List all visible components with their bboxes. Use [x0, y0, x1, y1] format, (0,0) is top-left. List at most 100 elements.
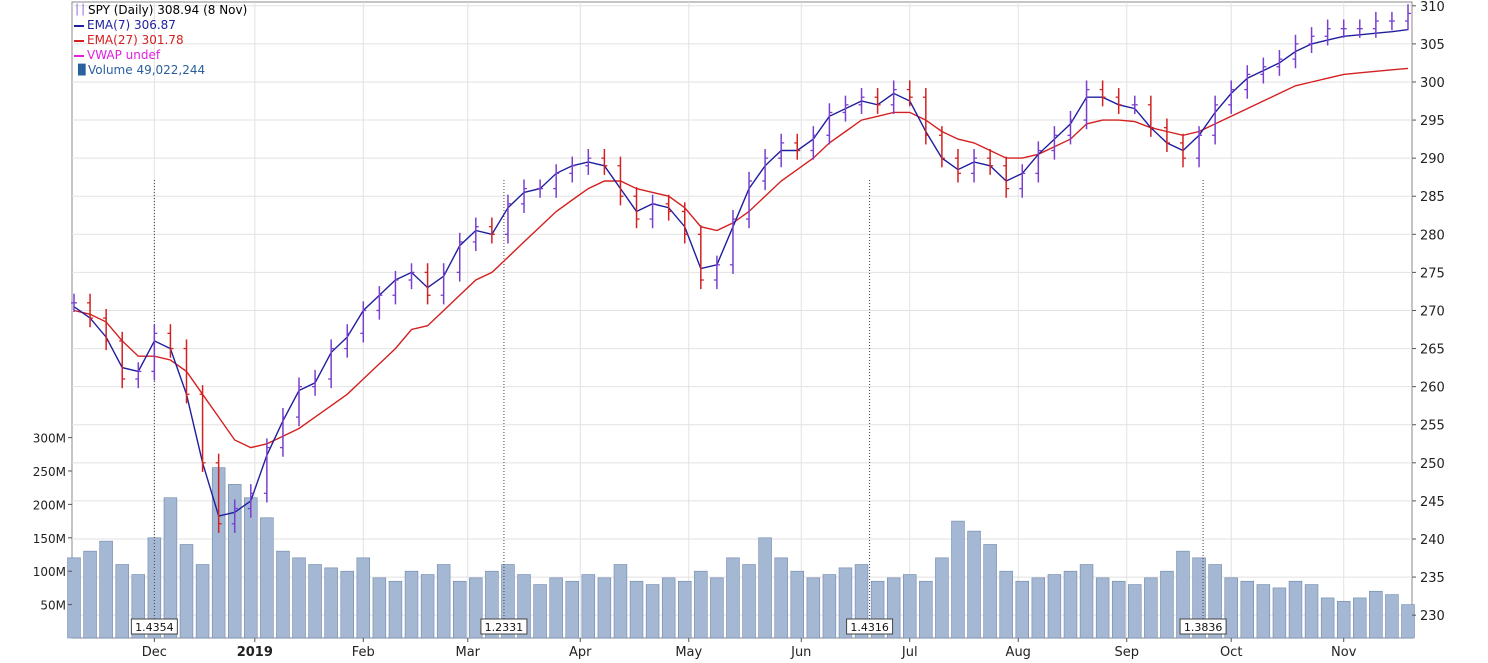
volume-bar [806, 577, 821, 639]
price-bars [71, 4, 1411, 533]
price-tick-label: 230 [1420, 609, 1445, 624]
volume-bar [629, 580, 644, 639]
volume-bar [694, 570, 708, 639]
volume-bar [404, 570, 419, 639]
volume-bar [613, 564, 628, 639]
volume-bar [388, 580, 403, 639]
marker-label: 1.2331 [485, 621, 524, 634]
time-tick-label: 2019 [237, 645, 273, 660]
price-tick-label: 280 [1420, 228, 1445, 243]
legend: ││ SPY (Daily) 308.94 (8 Nov) EMA(7) 306… [74, 3, 247, 78]
volume-bar [951, 520, 965, 639]
volume-bar [597, 577, 612, 639]
volume-bar [774, 557, 788, 639]
marker-label: 1.3836 [1184, 621, 1223, 634]
volume-bar [227, 484, 242, 639]
volume-bar [1224, 577, 1238, 639]
legend-title: ││ SPY (Daily) 308.94 (8 Nov) [74, 3, 247, 18]
volume-bar [1047, 574, 1062, 639]
volume-bar [645, 584, 660, 639]
time-tick-label: Aug [1006, 645, 1031, 660]
volume-tick-label: 150M [33, 532, 66, 546]
volume-bar [1240, 580, 1255, 639]
volume-bar [1063, 570, 1078, 639]
volume-bar [710, 577, 724, 639]
volume-bar [935, 557, 949, 639]
volume-tick-label: 100M [33, 565, 66, 579]
volume-bar [244, 497, 258, 639]
legend-ema7: EMA(7) 306.87 [74, 18, 247, 33]
marker-box [130, 618, 178, 635]
volume-bar [1353, 597, 1367, 639]
marker-box [846, 618, 894, 635]
volume-bar [1160, 570, 1174, 639]
volume-bar [163, 497, 178, 639]
marker-box [1179, 618, 1227, 635]
volume-bar [1272, 587, 1287, 639]
volume-bar [83, 550, 97, 639]
interval-markers: 1.4354 1.2331 1.4316 1.3836 [130, 180, 1227, 635]
volume-tick-label: 50M [40, 599, 66, 613]
legend-ema7-text: EMA(7) 306.87 [87, 18, 176, 32]
time-tick-label: Oct [1220, 645, 1242, 660]
price-tick-label: 265 [1420, 343, 1445, 358]
volume-bar [1144, 577, 1158, 639]
volume-bar [678, 580, 692, 639]
volume-bar [999, 570, 1013, 639]
ema27-path [73, 67, 1409, 449]
price-tick-label: 290 [1420, 152, 1445, 167]
volume-bar [372, 577, 387, 639]
price-tick-label: 240 [1420, 533, 1445, 548]
legend-vwap: VWAP undef [74, 48, 247, 63]
volume-bar [1401, 604, 1415, 639]
volume-bar [260, 517, 274, 639]
volume-tick-label: 200M [33, 498, 66, 512]
volume-bar [581, 574, 596, 639]
volume-bar [356, 557, 371, 639]
time-tick-label: Apr [569, 645, 592, 660]
volume-bar [453, 580, 467, 639]
volume-bar [726, 557, 740, 639]
volume-bar [292, 557, 306, 639]
ema27-line [73, 67, 1409, 449]
price-tick-label: 250 [1420, 457, 1445, 472]
plot-border [71, 1, 1413, 639]
volume-bar [919, 580, 933, 639]
legend-ema27: EMA(27) 301.78 [74, 33, 247, 48]
legend-vwap-text: VWAP undef [87, 48, 161, 62]
volume-bar [1336, 600, 1351, 639]
marker-box [480, 618, 528, 635]
volume-bar [1128, 584, 1142, 639]
volume-bar [1079, 564, 1094, 639]
volume-bar [308, 564, 322, 639]
volume-bar [1288, 580, 1303, 639]
time-tick-label: Jul [901, 645, 918, 660]
volume-bar [1192, 557, 1206, 639]
volume-tick-label: 250M [33, 465, 66, 479]
volume-bar [1095, 577, 1110, 639]
volume-bar [549, 577, 563, 639]
volume-bar [1256, 584, 1271, 639]
volume-bar [533, 584, 547, 639]
volume-bar [742, 564, 756, 639]
time-tick-label: Nov [1331, 645, 1357, 660]
vwap-swatch [74, 54, 84, 57]
volume-icon: ▐▌ [74, 65, 90, 76]
volume-bar [179, 544, 194, 639]
price-tick-label: 300 [1420, 76, 1445, 91]
price-tick-label: 310 [1420, 0, 1445, 15]
ohlc-icon: ││ [74, 5, 87, 16]
volume-bar [340, 570, 354, 639]
volume-bar [565, 580, 579, 639]
volume-bar [1176, 550, 1190, 639]
legend-title-text: SPY (Daily) 308.94 (8 Nov) [88, 3, 248, 17]
volume-bar [661, 577, 676, 639]
ema27-swatch [74, 39, 84, 42]
volume-bar [790, 570, 804, 639]
marker-label: 1.4316 [850, 621, 889, 634]
price-tick-label: 305 [1420, 38, 1445, 53]
time-tick-label: Mar [456, 645, 481, 660]
price-tick-label: 245 [1420, 495, 1445, 510]
